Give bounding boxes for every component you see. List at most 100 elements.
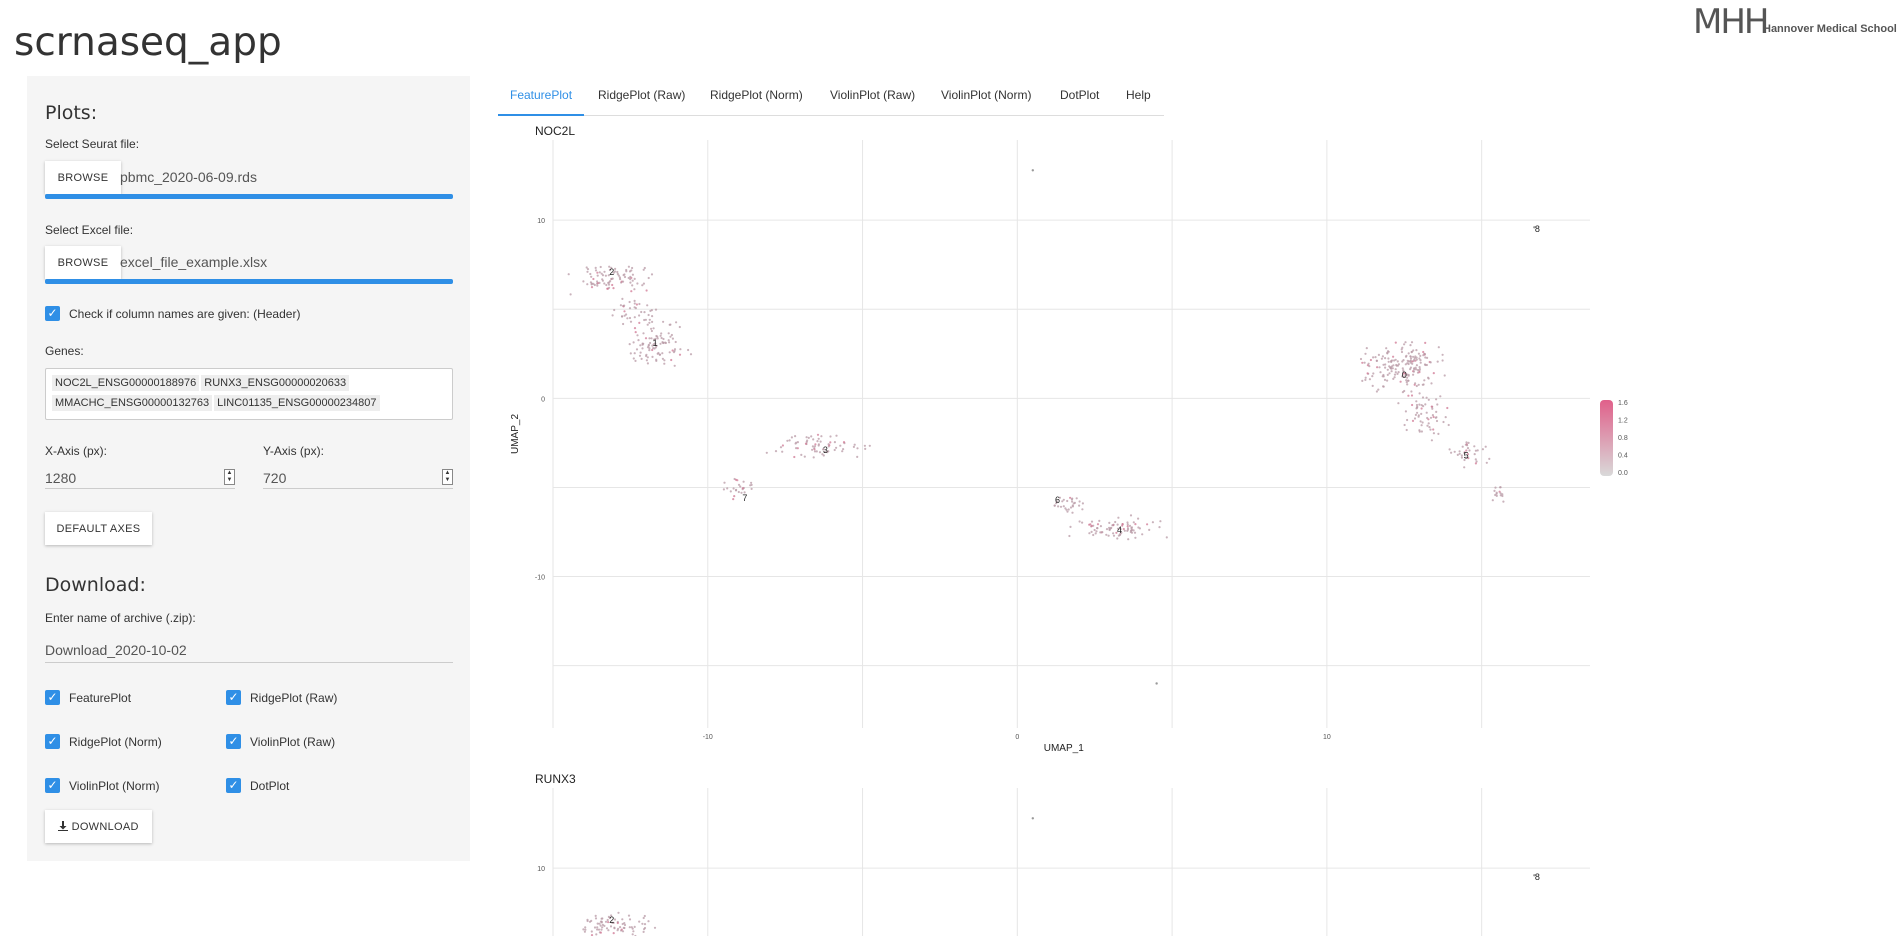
violinplot-raw-checkbox[interactable]: ✓ [226,734,241,749]
y-axis-input[interactable]: 720 ▲ ▼ [263,466,453,489]
plot-area: NOC2L 10 0 -10 -10 0 10 UMAP_1 UMAP_2 0 1 2 3 4 5 6 7 8 1… [500,118,1650,937]
header-checkbox[interactable]: ✓ [45,306,60,321]
cell-point [610,277,613,281]
cell-point [596,922,599,925]
cell-point [1441,359,1444,362]
genes-select[interactable]: NOC2L_ENSG00000188976 RUNX3_ENSG000000206… [45,368,453,420]
cell-point [1126,523,1129,526]
tab-violinplot-norm[interactable]: ViolinPlot (Norm) [941,88,1032,102]
cell-point [1413,417,1417,420]
cell-point [1435,398,1438,401]
dotplot-checkbox[interactable]: ✓ [226,778,241,793]
cell-point [1067,508,1070,511]
cell-point [1112,534,1116,537]
cell-point [1382,363,1385,366]
cell-point [1425,396,1428,399]
ridgeplot-norm-checkbox[interactable]: ✓ [45,734,60,749]
cell-point [1422,350,1425,354]
cell-point [628,918,632,921]
cell-point [590,275,593,278]
cell-point [732,498,735,501]
cell-point [1474,462,1477,465]
cell-point [644,318,647,321]
cluster-label: 3 [823,445,828,455]
tab-violinplot-raw[interactable]: ViolinPlot (Raw) [830,88,916,102]
cell-point [616,272,619,276]
cell-point [1387,357,1390,360]
cell-point [1419,361,1422,364]
cell-point [1416,368,1420,372]
tab-help[interactable]: Help [1126,88,1151,102]
y-axis-spinner[interactable]: ▲ ▼ [442,469,453,485]
download-button-label: DOWNLOAD [71,820,139,833]
cell-point [1121,523,1124,526]
cell-point [640,310,643,314]
cell-point [856,447,859,450]
cell-point [651,348,654,352]
cell-point [1400,348,1403,351]
cell-point [1120,531,1123,534]
cell-point [655,334,658,338]
cell-point [621,280,625,283]
cell-point [1090,524,1093,528]
x-axis-value: 1280 [45,470,77,486]
cell-point [600,921,603,924]
cell-point [1468,449,1471,452]
cell-point [607,921,610,924]
cell-point [1458,452,1461,455]
cell-point [1420,412,1423,415]
cell-point [646,323,649,326]
excel-browse-button[interactable]: BROWSE [45,246,121,279]
x-axis-spinner[interactable]: ▲ ▼ [224,469,235,485]
cell-point [600,928,603,931]
tab-ridgeplot-raw[interactable]: RidgePlot (Raw) [598,88,686,102]
cell-point [1073,501,1076,504]
cell-point [1412,355,1415,358]
cell-point [1421,421,1424,424]
cell-point [598,281,601,284]
cell-point [813,445,816,448]
cell-point [654,337,657,340]
cell-point [1377,353,1380,356]
cell-point [645,289,648,292]
cell-point [1499,494,1502,497]
featureplot-checkbox[interactable]: ✓ [45,690,60,705]
cell-point [620,928,623,931]
tab-featureplot[interactable]: FeaturePlot [498,82,585,116]
cell-point [1130,531,1134,534]
tab-ridgeplot-norm[interactable]: RidgePlot (Norm) [710,88,803,102]
mhh-logo: MHH Hannover Medical School [1693,2,1897,42]
x-axis-input[interactable]: 1280 ▲ ▼ [45,466,235,489]
cell-point [590,930,593,933]
gene-chip[interactable]: LINC01135_ENSG00000234807 [214,395,380,411]
cell-point [1406,376,1409,379]
cell-point [1474,449,1477,452]
tab-dotplot[interactable]: DotPlot [1060,88,1100,102]
cell-point [1081,502,1084,505]
cell-point [596,274,599,277]
cell-point [621,315,624,318]
cell-point [609,925,613,928]
archive-name-input[interactable]: Download_2020-10-02 [45,636,453,663]
violinplot-norm-checkbox[interactable]: ✓ [45,778,60,793]
cell-point [1367,362,1370,365]
cell-point [1155,682,1158,685]
cell-point [1395,363,1398,367]
default-axes-button[interactable]: DEFAULT AXES [45,512,152,545]
cell-point [628,316,632,320]
cell-point [1096,527,1099,530]
ridgeplot-raw-checkbox[interactable]: ✓ [226,690,241,705]
cell-point [1098,519,1101,522]
gene-chip[interactable]: RUNX3_ENSG00000020633 [201,375,350,391]
download-button[interactable]: DOWNLOAD [45,810,152,843]
cell-point [1132,521,1135,524]
cell-point [814,443,817,446]
colorbar-tick: 0.8 [1618,435,1628,442]
cell-point [1372,372,1375,375]
cell-point [604,274,607,277]
gene-chip[interactable]: NOC2L_ENSG00000188976 [52,375,200,391]
gene-chip[interactable]: MMACHC_ENSG00000132763 [52,395,213,411]
cell-point [660,332,663,335]
seurat-browse-button[interactable]: BROWSE [45,161,121,194]
cell-point [611,314,614,317]
